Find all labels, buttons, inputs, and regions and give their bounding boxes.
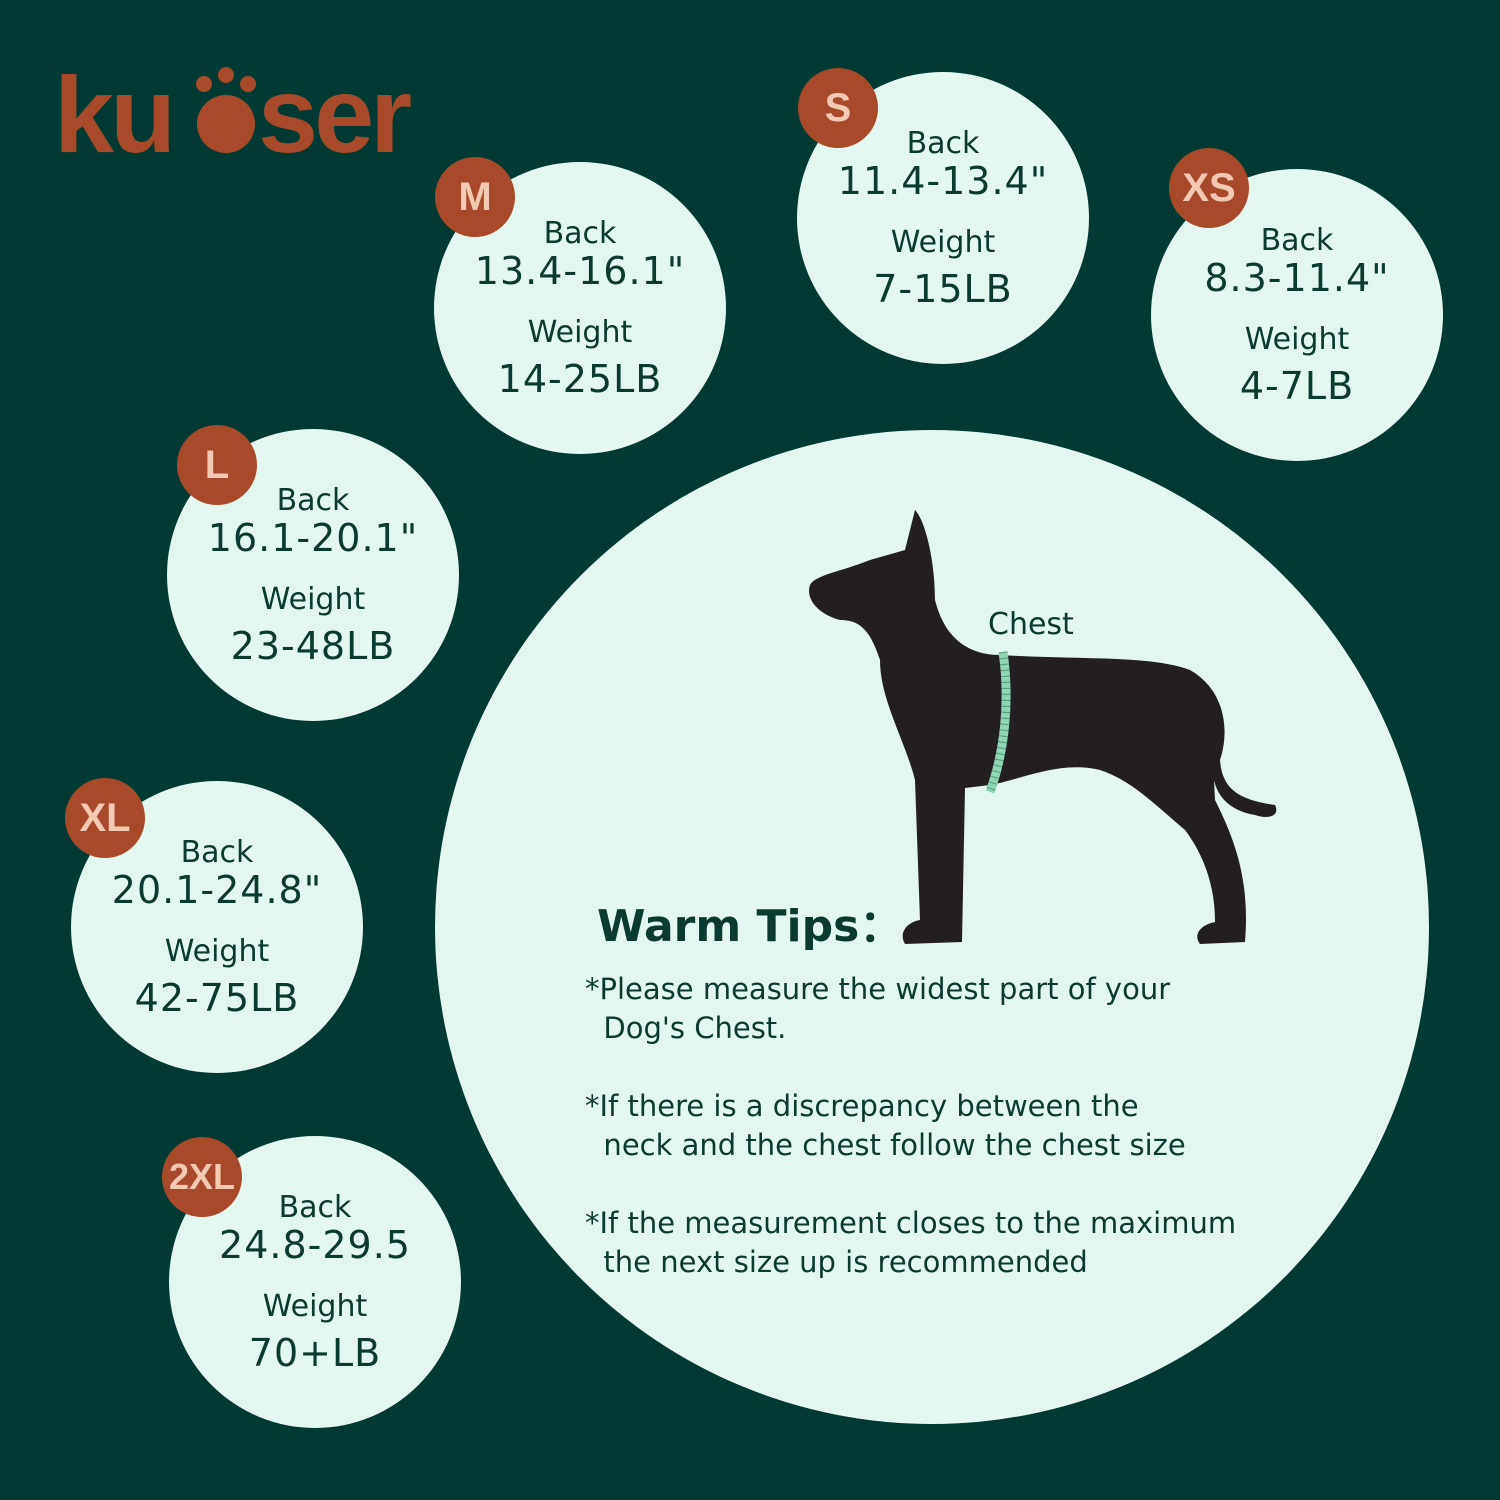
back-value: 8.3-11.4" [1204,256,1390,300]
back-value: 13.4-16.1" [474,249,686,293]
tip-3: *If the measurement closes to the maximu… [585,1206,1237,1279]
back-value: 16.1-20.1" [207,516,419,560]
size-badge: 2XL [162,1137,242,1217]
size-badge: XL [65,778,145,858]
weight-label: Weight [262,1289,368,1324]
weight-value: 23-48LB [230,624,396,668]
size-badge: S [798,68,878,148]
size-badge: M [435,157,515,237]
brand-logo: ku ser [54,54,415,172]
svg-text:ser: ser [258,54,411,172]
size-badge: L [177,425,257,505]
back-label: Back [276,483,350,518]
back-label: Back [180,835,254,870]
size-badge: XS [1169,148,1249,228]
tip-1: *Please measure the widest part of your … [585,972,1171,1045]
svg-text:ku: ku [54,54,172,172]
weight-value: 70+LB [248,1331,382,1375]
chest-label: Chest [988,607,1074,642]
size-card-2xl: Back 24.8-29.5 Weight 70+LB [169,1136,461,1428]
size-card-s: Back 11.4-13.4" Weight 7-15LB [797,72,1089,364]
weight-label: Weight [260,582,366,617]
back-label: Back [1260,223,1334,258]
weight-label: Weight [164,934,270,969]
weight-value: 7-15LB [873,267,1013,311]
back-label: Back [543,216,617,251]
warm-tips-title: Warm Tips： [597,901,904,952]
weight-label: Weight [527,315,633,350]
size-card-l: Back 16.1-20.1" Weight 23-48LB [167,429,459,721]
back-value: 11.4-13.4" [837,159,1049,203]
weight-value: 42-75LB [134,976,300,1020]
back-value: 20.1-24.8" [111,868,323,912]
tip-2: *If there is a discrepancy between the n… [585,1089,1186,1162]
back-value: 24.8-29.5 [219,1223,411,1267]
weight-label: Weight [890,225,996,260]
weight-label: Weight [1244,322,1350,357]
weight-value: 4-7LB [1239,364,1355,408]
weight-value: 14-25LB [497,357,663,401]
back-label: Back [906,126,980,161]
back-label: Back [278,1190,352,1225]
